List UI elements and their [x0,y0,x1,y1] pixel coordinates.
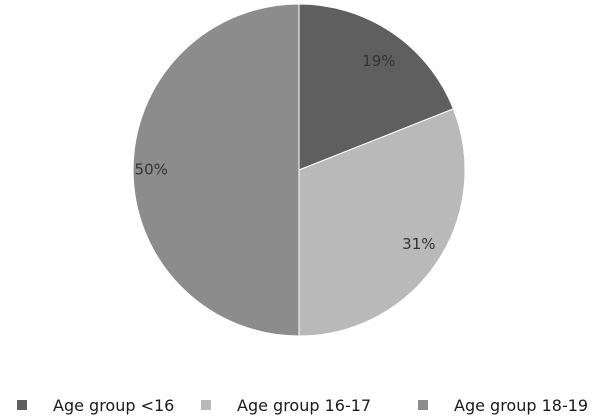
legend-label-18-19: Age group 18-19 [454,395,589,415]
pie-slice-label-0: 19% [362,52,395,70]
pie-slice-0 [298,3,454,171]
legend-item-under-16: Age group <16 [17,393,174,417]
legend-label-16-17: Age group 16-17 [237,395,372,415]
pie-slice-1 [298,108,466,337]
pie-slices [132,3,466,337]
legend-swatch-under-16 [17,400,27,410]
pie-slice-label-2: 50% [135,161,168,179]
legend-item-16-17: Age group 16-17 [201,393,371,417]
legend-swatch-18-19 [418,400,428,410]
pie-data-labels: 19% 31% 50% [135,52,436,253]
legend-item-18-19: Age group 18-19 [418,393,588,417]
legend-swatch-16-17 [201,400,211,410]
pie-slice-2 [132,3,300,337]
legend: Age group <16 Age group 16-17 Age group … [0,393,600,417]
pie-slice-label-1: 31% [402,235,435,253]
legend-label-under-16: Age group <16 [53,395,175,415]
